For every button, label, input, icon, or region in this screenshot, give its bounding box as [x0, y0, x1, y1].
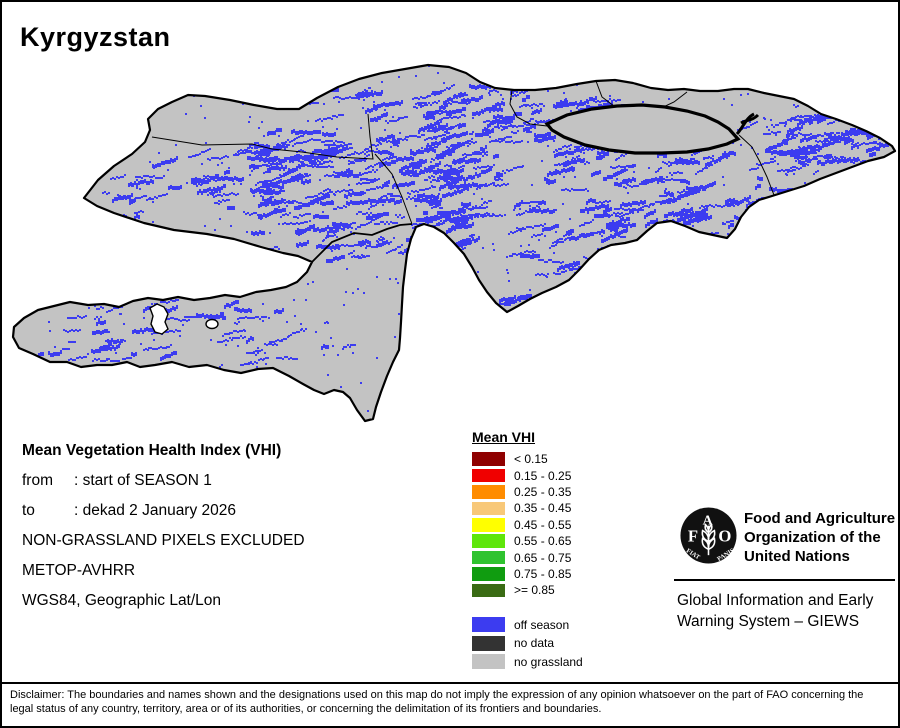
legend-label: 0.25 - 0.35: [514, 484, 572, 499]
vhi-legend: Mean VHI < 0.15 0.15 - 0.25 0.25 - 0.35 0.3…: [472, 429, 583, 671]
info-row-from: from : start of SEASON 1: [22, 466, 305, 496]
disclaimer-text: Disclaimer: The boundaries and names sho…: [10, 689, 864, 715]
info-row-to: to : dekad 2 January 2026: [22, 496, 305, 526]
svg-text:F: F: [688, 526, 698, 545]
legend-swatch: [472, 654, 505, 670]
legend-swatch: [472, 468, 505, 483]
legend-class-row: 0.45 - 0.55: [472, 517, 583, 533]
svg-text:A: A: [703, 513, 713, 528]
legend-class-row: 0.55 - 0.65: [472, 533, 583, 549]
pixels-excluded-note: NON-GRASSLAND PIXELS EXCLUDED: [22, 532, 305, 549]
from-label: from: [22, 472, 53, 489]
legend-class-row: < 0.15: [472, 451, 583, 467]
legend-label: off season: [514, 617, 570, 632]
legend-class-row: 0.75 - 0.85: [472, 566, 583, 582]
legend-title: Mean VHI: [472, 429, 536, 445]
page-title: Kyrgyzstan: [20, 22, 171, 52]
legend-swatch: [472, 635, 505, 651]
fao-logo-icon: F A O FIAT PANIS: [680, 507, 737, 564]
legend-swatch: [472, 452, 505, 466]
legend-class-row: 0.35 - 0.45: [472, 500, 583, 516]
legend-label: no grassland: [514, 654, 583, 669]
info-block: Mean Vegetation Health Index (VHI) from:…: [22, 436, 305, 616]
fao-name-line: Organization of the: [744, 529, 881, 546]
legend-label: 0.45 - 0.55: [514, 517, 572, 532]
legend-classes: < 0.15 0.15 - 0.25 0.25 - 0.35 0.35 - 0.45 0…: [472, 451, 583, 599]
legend-swatch: [472, 583, 505, 598]
legend-label: 0.55 - 0.65: [514, 534, 572, 549]
legend-swatch: [472, 534, 505, 548]
legend-label: 0.75 - 0.85: [514, 566, 572, 581]
legend-swatch: [472, 485, 505, 499]
legend-label: 0.15 - 0.25: [514, 468, 572, 483]
legend-swatch: [472, 550, 505, 565]
fao-name-line: United Nations: [744, 548, 850, 565]
fao-name: Food and Agriculture Organization of the…: [744, 509, 895, 566]
legend-class-row: 0.15 - 0.25: [472, 467, 583, 483]
fao-divider: [674, 579, 895, 581]
legend-swatch: [472, 617, 505, 633]
legend-swatch: [472, 518, 505, 532]
from-value: : start of SEASON 1: [74, 472, 212, 489]
to-label: to: [22, 502, 35, 519]
legend-swatch: [472, 567, 505, 581]
legend-label: 0.35 - 0.45: [514, 501, 572, 516]
legend-class-row: >= 0.85: [472, 582, 583, 598]
legend-class-row: 0.65 - 0.75: [472, 549, 583, 565]
vhi-map: [11, 63, 897, 423]
legend-extra-row: no data: [472, 634, 583, 653]
legend-extra-row: no grassland: [472, 653, 583, 672]
legend-label: 0.65 - 0.75: [514, 550, 572, 565]
legend-class-row: 0.25 - 0.35: [472, 484, 583, 500]
svg-text:O: O: [718, 526, 731, 545]
legend-label: >= 0.85: [514, 583, 555, 598]
to-value: : dekad 2 January 2026: [74, 502, 237, 519]
sensor-note: METOP-AVHRR: [22, 562, 136, 579]
projection-note: WGS84, Geographic Lat/Lon: [22, 592, 222, 609]
legend-swatch: [472, 501, 505, 516]
legend-label: no data: [514, 636, 555, 651]
fao-name-line: Food and Agriculture: [744, 510, 896, 527]
legend-label: < 0.15: [514, 452, 548, 467]
legend-extra-row: off season: [472, 616, 583, 635]
legend-extra-classes: off season no data no grassland: [472, 616, 583, 672]
disclaimer-box: Disclaimer: The boundaries and names sho…: [2, 682, 898, 726]
info-heading: Mean Vegetation Health Index (VHI): [22, 442, 282, 459]
giews-label: Global Information and Early Warning Sys…: [677, 592, 874, 630]
